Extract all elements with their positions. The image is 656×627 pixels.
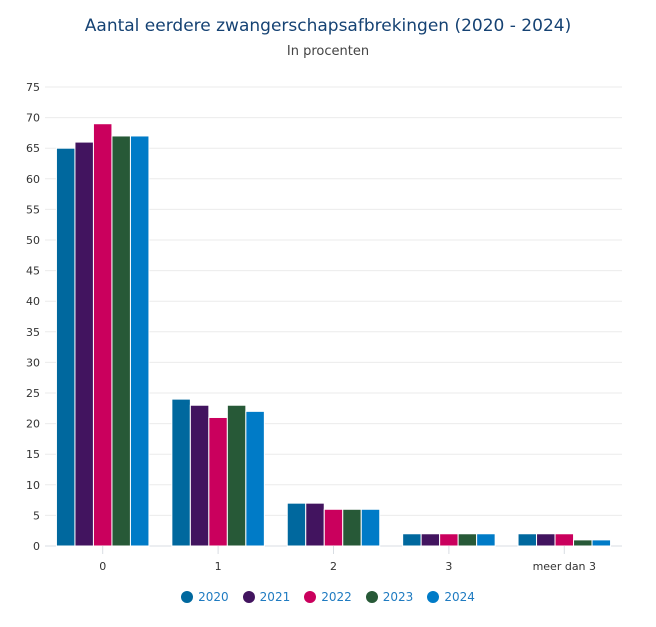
bar-2021-3[interactable] [420, 533, 441, 547]
bar-2022-meer-dan-3[interactable] [554, 533, 575, 547]
bar-2024-meer-dan-3[interactable] [591, 539, 612, 547]
legend-item-2024[interactable]: 2024 [427, 590, 475, 604]
bar-2021-meer-dan-3[interactable] [536, 533, 556, 547]
legend-item-2022[interactable]: 2022 [304, 590, 352, 604]
y-tick-label: 30 [26, 356, 40, 369]
y-axis-ticks: 0 5 10 15 20 25 30 35 40 45 50 55 60 65 70 75 [26, 81, 40, 553]
bar-2020-2[interactable] [286, 502, 307, 547]
legend-label: 2020 [198, 590, 229, 604]
x-tick-label: 0 [99, 560, 106, 573]
x-tick-label: 2 [330, 560, 337, 573]
bar-2021-2[interactable] [305, 502, 325, 547]
x-tick-label: 3 [445, 560, 452, 573]
legend: 2020 2021 2022 2023 2024 [0, 590, 656, 604]
x-tick-label: 1 [215, 560, 222, 573]
bar-2024-0[interactable] [129, 135, 150, 547]
bar-2022-0[interactable] [92, 123, 113, 547]
bar-2020-meer-dan-3[interactable] [517, 533, 538, 547]
legend-label: 2021 [259, 590, 291, 604]
bar-2020-3[interactable] [402, 533, 422, 547]
legend-dot-icon [181, 591, 194, 603]
bars [55, 123, 612, 547]
legend-label: 2024 [444, 590, 475, 604]
bar-2023-meer-dan-3[interactable] [573, 539, 593, 547]
y-tick-label: 45 [26, 265, 40, 278]
y-tick-label: 65 [26, 142, 40, 155]
chart-subtitle: In procenten [286, 44, 370, 59]
bar-2022-1[interactable] [208, 416, 228, 547]
bar-2022-3[interactable] [439, 533, 459, 547]
y-tick-label: 55 [26, 203, 40, 216]
bar-2023-3[interactable] [457, 533, 478, 547]
legend-dot-icon [242, 591, 255, 603]
legend-item-2021[interactable]: 2021 [242, 590, 291, 604]
y-tick-label: 60 [26, 173, 40, 186]
chart-title: Aantal eerdere zwangerschapsafbrekingen … [84, 16, 572, 36]
bar-2023-1[interactable] [226, 404, 247, 547]
y-tick-label: 40 [26, 295, 40, 308]
y-tick-label: 50 [26, 234, 40, 247]
bar-2023-0[interactable] [111, 135, 131, 547]
legend-item-2020[interactable]: 2020 [181, 590, 229, 604]
bar-2024-2[interactable] [360, 508, 381, 547]
y-tick-label: 75 [26, 81, 40, 94]
y-tick-label: 25 [26, 387, 40, 400]
bar-2020-0[interactable] [55, 147, 76, 547]
x-axis-ticks: 0 1 2 3 meer dan 3 [99, 546, 596, 573]
legend-dot-icon [304, 591, 317, 603]
y-tick-label: 20 [26, 418, 40, 431]
legend-dot-icon [427, 591, 440, 603]
y-tick-label: 10 [26, 479, 40, 492]
y-tick-label: 35 [26, 326, 40, 339]
x-tick-label: meer dan 3 [533, 560, 596, 573]
bar-2021-1[interactable] [189, 404, 210, 547]
bar-2020-1[interactable] [171, 398, 191, 547]
y-tick-label: 0 [33, 540, 40, 553]
bar-2022-2[interactable] [323, 508, 344, 547]
legend-label: 2022 [321, 590, 352, 604]
bar-2024-3[interactable] [476, 533, 496, 547]
y-tick-label: 5 [33, 509, 40, 522]
y-tick-label: 70 [26, 112, 40, 125]
bar-2023-2[interactable] [342, 508, 362, 547]
legend-item-2023[interactable]: 2023 [365, 590, 414, 604]
legend-label: 2023 [382, 590, 414, 604]
bar-2024-1[interactable] [245, 410, 265, 547]
legend-dot-icon [365, 591, 378, 603]
bar-2021-0[interactable] [74, 141, 94, 547]
y-tick-label: 15 [26, 448, 40, 461]
